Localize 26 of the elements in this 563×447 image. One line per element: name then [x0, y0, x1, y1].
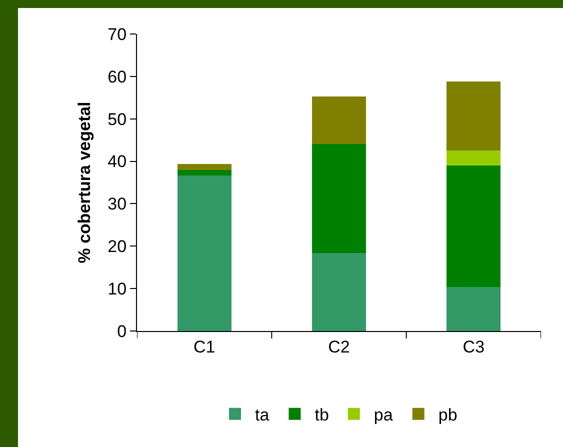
y-tick-label: 0 — [117, 322, 127, 341]
y-tick-label: 40 — [108, 152, 127, 172]
legend-label: ta — [255, 406, 270, 425]
x-tick-label: C1 — [193, 337, 216, 356]
x-tick-label: C3 — [462, 337, 485, 356]
y-tick-label: 20 — [108, 237, 127, 256]
y-tick-label: 10 — [108, 280, 127, 299]
legend-label: pb — [438, 406, 458, 425]
bar — [312, 252, 366, 331]
y-tick-label: 50 — [108, 110, 127, 129]
x-tick-label: C2 — [328, 337, 350, 356]
bar — [446, 82, 501, 151]
bar — [446, 286, 501, 331]
bar — [312, 96, 366, 144]
y-axis-title: % cobertura vegetal — [75, 102, 94, 264]
bar — [177, 170, 232, 176]
y-tick-label: 60 — [108, 67, 127, 86]
y-tick-label: 70 — [108, 24, 127, 44]
bar — [177, 164, 232, 170]
y-tick-label: 30 — [108, 194, 127, 214]
legend-label: pa — [374, 406, 394, 425]
bar — [312, 144, 366, 253]
bar — [446, 150, 501, 166]
bar — [177, 176, 232, 331]
legend-label: tb — [314, 406, 329, 425]
bar — [446, 166, 501, 287]
